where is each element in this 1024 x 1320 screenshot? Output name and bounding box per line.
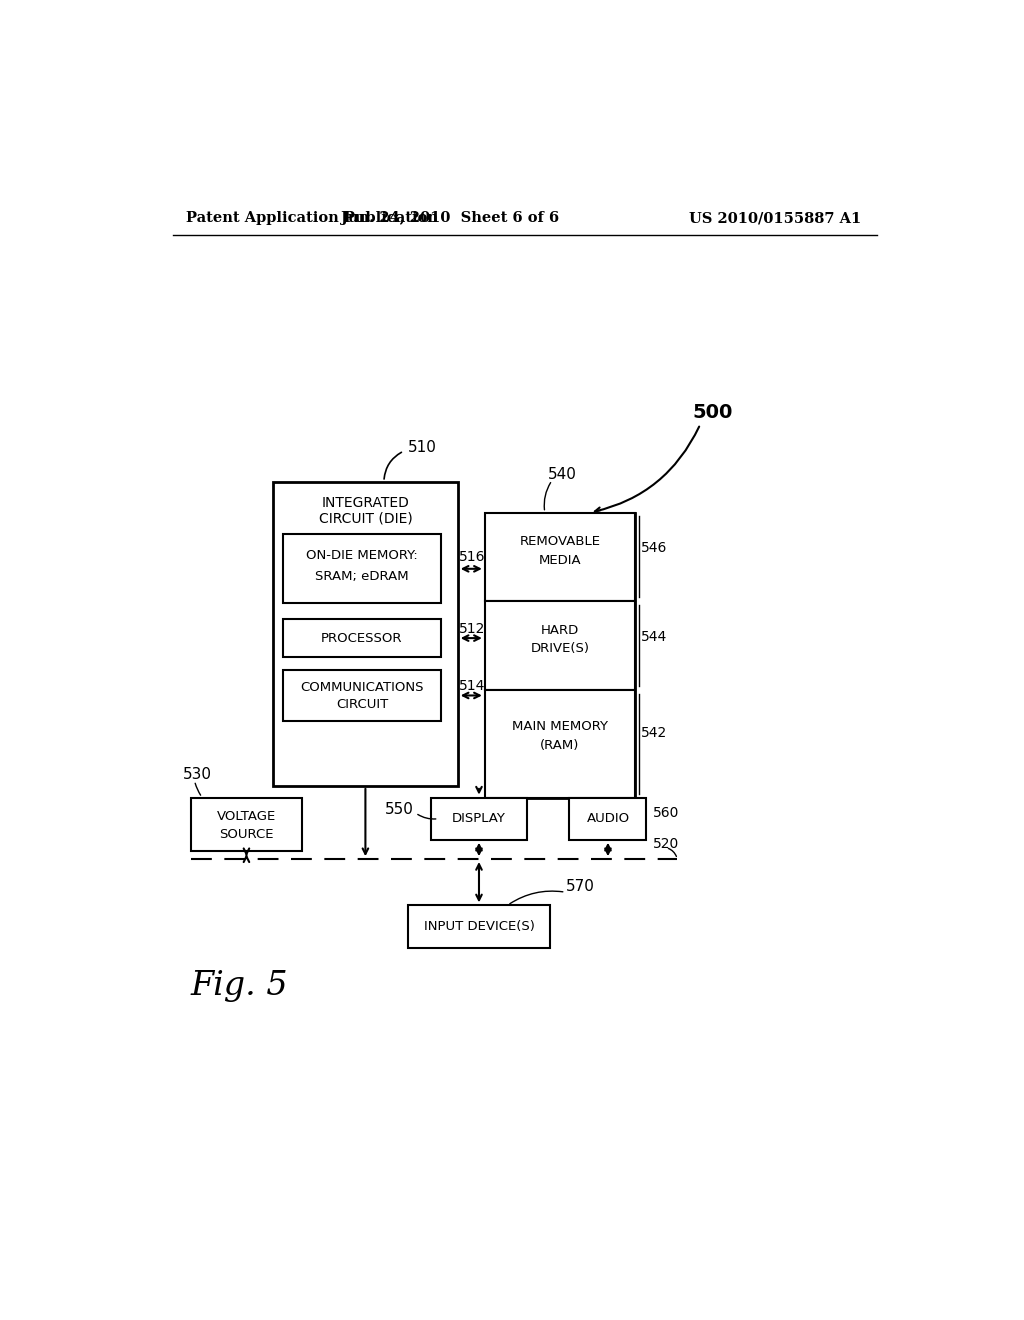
Text: US 2010/0155887 A1: US 2010/0155887 A1: [689, 211, 861, 226]
Bar: [484, 689, 635, 797]
Text: VOLTAGE: VOLTAGE: [217, 810, 276, 824]
Text: Fig. 5: Fig. 5: [190, 970, 288, 1002]
Text: 550: 550: [385, 801, 414, 817]
Bar: [484, 512, 635, 601]
Text: 500: 500: [692, 403, 733, 422]
Text: (RAM): (RAM): [540, 739, 580, 751]
Bar: [569, 797, 646, 840]
Bar: [283, 671, 441, 721]
Text: HARD: HARD: [541, 624, 579, 638]
Text: COMMUNICATIONS: COMMUNICATIONS: [300, 681, 424, 694]
Text: CIRCUIT: CIRCUIT: [336, 698, 388, 711]
Bar: [408, 906, 550, 948]
Text: 514: 514: [460, 680, 485, 693]
Text: 570: 570: [565, 879, 595, 894]
Bar: [190, 797, 302, 851]
Text: CIRCUIT (DIE): CIRCUIT (DIE): [318, 512, 413, 525]
Text: Jun. 24, 2010  Sheet 6 of 6: Jun. 24, 2010 Sheet 6 of 6: [341, 211, 559, 226]
Bar: [283, 619, 441, 657]
Text: INPUT DEVICE(S): INPUT DEVICE(S): [424, 920, 535, 933]
Text: Patent Application Publication: Patent Application Publication: [186, 211, 438, 226]
Text: AUDIO: AUDIO: [587, 812, 630, 825]
Text: INTEGRATED: INTEGRATED: [322, 496, 410, 511]
Bar: [484, 512, 635, 797]
Text: SOURCE: SOURCE: [219, 828, 273, 841]
Text: DRIVE(S): DRIVE(S): [530, 643, 590, 656]
Text: 544: 544: [641, 630, 668, 644]
Text: SRAM; eDRAM: SRAM; eDRAM: [315, 570, 409, 583]
Text: REMOVABLE: REMOVABLE: [519, 536, 600, 548]
Text: ON-DIE MEMORY:: ON-DIE MEMORY:: [306, 549, 418, 562]
Text: MAIN MEMORY: MAIN MEMORY: [512, 721, 608, 733]
Bar: [431, 797, 527, 840]
Text: 512: 512: [460, 622, 485, 636]
Bar: [283, 535, 441, 603]
Text: 520: 520: [652, 837, 679, 850]
Text: 560: 560: [652, 807, 679, 820]
Text: 542: 542: [641, 726, 668, 739]
Text: 516: 516: [460, 550, 485, 564]
Text: 510: 510: [408, 440, 436, 454]
Text: 530: 530: [183, 767, 212, 781]
Text: PROCESSOR: PROCESSOR: [322, 631, 402, 644]
Text: DISPLAY: DISPLAY: [452, 812, 506, 825]
Text: 546: 546: [641, 541, 668, 554]
Bar: [484, 601, 635, 689]
Text: 540: 540: [548, 466, 578, 482]
Bar: [273, 482, 458, 785]
Text: MEDIA: MEDIA: [539, 554, 582, 566]
